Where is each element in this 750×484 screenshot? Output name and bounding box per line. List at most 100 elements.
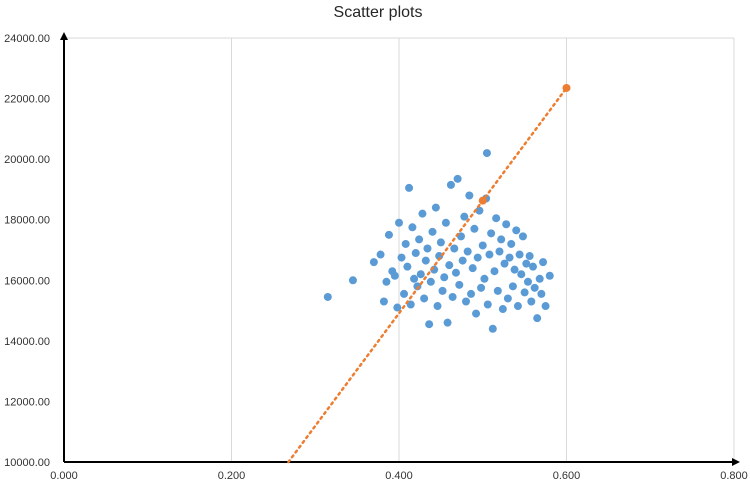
scatter-point: [498, 305, 507, 314]
x-axis-arrow: [732, 458, 740, 466]
scatter-point: [397, 253, 406, 262]
scatter-point: [426, 277, 435, 286]
scatter-point: [513, 302, 522, 311]
scatter-point: [495, 247, 504, 256]
scatter-point: [436, 238, 445, 247]
trend-line: [287, 83, 571, 464]
y-tick-label: 12000.00: [4, 396, 50, 408]
scatter-point: [405, 183, 414, 192]
scatter-point: [445, 261, 454, 270]
scatter-point: [515, 250, 524, 259]
y-tick-label: 16000.00: [4, 275, 50, 287]
scatter-point: [415, 235, 424, 244]
scatter-point: [529, 262, 537, 271]
scatter-point: [323, 292, 332, 301]
scatter-point: [421, 256, 430, 265]
scatter-point: [441, 218, 450, 227]
scatter-point: [502, 220, 511, 229]
scatter-point: [488, 324, 497, 333]
scatter-point: [465, 191, 474, 200]
scatter-point: [462, 297, 470, 306]
scatter-point: [537, 289, 546, 298]
y-tick-label: 10000.00: [4, 457, 50, 469]
x-tick-label: 0.400: [385, 470, 413, 482]
scatter-point: [483, 300, 492, 309]
scatter-point: [487, 229, 496, 238]
scatter-point: [541, 302, 550, 311]
scatter-point: [408, 223, 417, 232]
y-tick-label: 20000.00: [4, 154, 50, 166]
x-tick-label: 0.800: [720, 470, 748, 482]
scatter-point: [522, 259, 531, 268]
scatter-point: [384, 230, 393, 239]
scatter-point: [467, 289, 476, 298]
x-tick-label: 0.200: [218, 470, 246, 482]
x-tick-label: 0.600: [553, 470, 581, 482]
scatter-point: [539, 258, 548, 267]
y-axis-arrow: [60, 32, 68, 40]
scatter-point: [450, 244, 459, 253]
scatter-point: [423, 244, 432, 253]
scatter-point: [512, 226, 521, 235]
scatter-point: [492, 214, 501, 223]
scatter-point: [428, 227, 437, 236]
trend-line-marker: [478, 196, 487, 205]
scatter-point: [382, 277, 391, 286]
scatter-point: [518, 232, 527, 241]
scatter-point: [406, 300, 415, 309]
scatter-point: [425, 320, 434, 329]
scatter-point: [401, 239, 410, 248]
y-tick-label: 14000.00: [4, 336, 50, 348]
scatter-point: [510, 265, 519, 274]
scatter-point: [545, 271, 554, 280]
scatter-point: [530, 283, 539, 292]
scatter-point: [505, 253, 514, 262]
scatter-point: [440, 273, 449, 282]
scatter-point: [348, 276, 357, 285]
y-tick-label: 22000.00: [4, 94, 50, 106]
scatter-point: [395, 218, 403, 227]
gridlines: [64, 37, 735, 462]
scatter-point: [438, 286, 447, 295]
scatter-point: [525, 252, 534, 261]
scatter-point: [482, 149, 491, 158]
scatter-point: [403, 262, 412, 271]
scatter-point: [379, 297, 388, 306]
scatter-point: [418, 209, 427, 218]
scatter-point: [517, 270, 526, 279]
scatter-point: [443, 318, 452, 327]
trend-line-marker: [562, 83, 571, 92]
scatter-point: [420, 294, 429, 303]
scatter-point: [460, 212, 469, 221]
scatter-point: [523, 277, 532, 286]
scatter-point: [446, 180, 455, 189]
scatter-point: [451, 268, 460, 277]
scatter-point: [478, 241, 487, 250]
scatter-point: [433, 302, 442, 311]
scatter-point: [473, 253, 482, 262]
scatter-point: [416, 270, 425, 279]
scatter-point: [475, 206, 484, 215]
scatter-point: [393, 303, 402, 312]
y-tick-label: 24000.00: [4, 33, 50, 45]
scatter-point: [472, 309, 481, 318]
axes: [60, 32, 740, 466]
scatter-point: [431, 203, 440, 212]
x-tick-label: 0.000: [50, 470, 78, 482]
scatter-point: [477, 283, 486, 292]
scatter-point: [410, 274, 419, 283]
scatter-point: [413, 282, 422, 291]
scatter-point: [490, 267, 499, 276]
scatter-points: [323, 149, 554, 333]
scatter-point: [455, 280, 464, 289]
scatter-point: [480, 274, 489, 283]
scatter-point: [369, 258, 378, 267]
scatter-point: [400, 289, 409, 298]
scatter-point: [470, 224, 479, 233]
scatter-point: [527, 297, 536, 306]
tick-labels: 0.000 0.200 0.400 0.600 0.800 10000.00 12000.0…: [4, 33, 748, 482]
scatter-point: [493, 286, 502, 295]
scatter-point: [485, 250, 494, 259]
